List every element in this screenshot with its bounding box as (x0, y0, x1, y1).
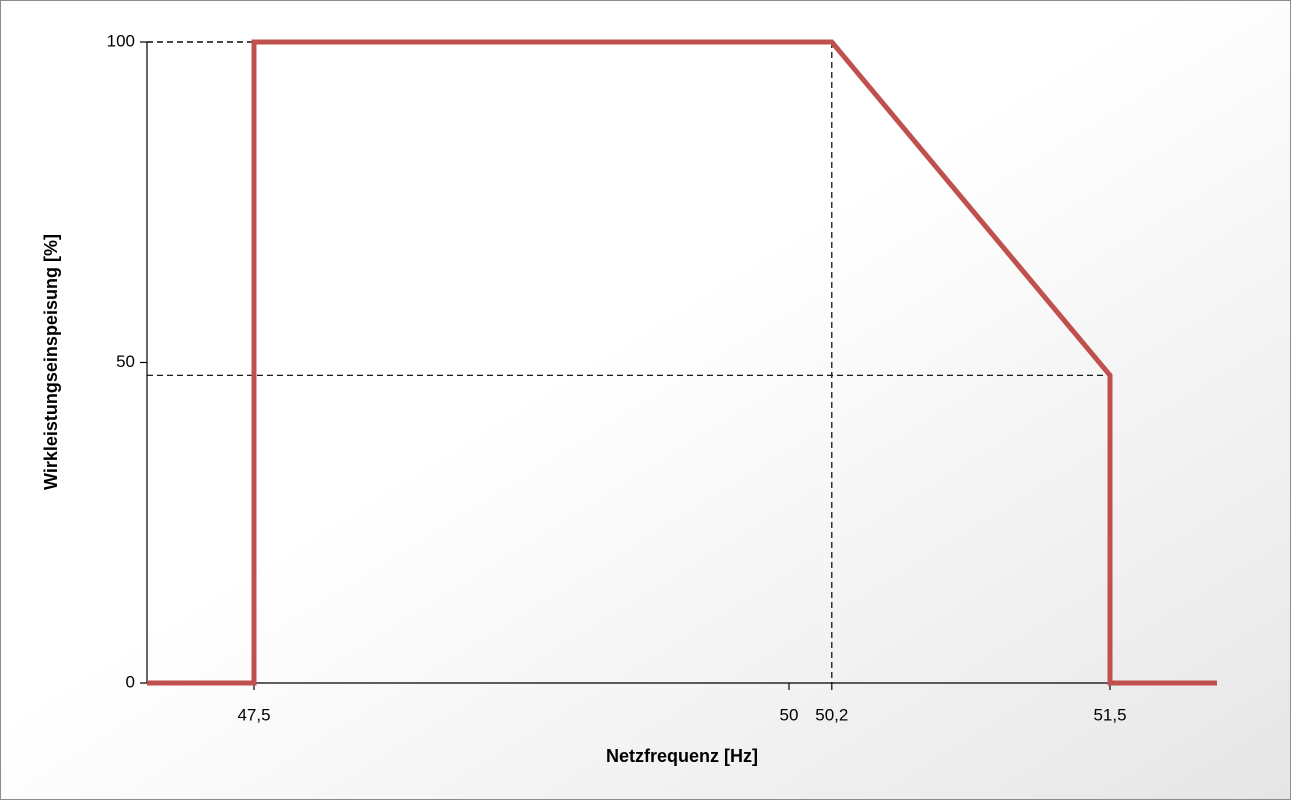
chart: Netzfrequenz [Hz] Wirkleistungseinspeisu… (0, 0, 1291, 800)
y-axis-title: Wirkleistungseinspeisung [%] (41, 234, 61, 490)
chart-frame (1, 1, 1291, 800)
y-tick-label: 100 (107, 31, 135, 50)
x-tick-label: 47,5 (237, 705, 270, 724)
x-axis-title: Netzfrequenz [Hz] (606, 746, 758, 766)
x-tick-label: 51,5 (1093, 705, 1126, 724)
x-tick-label: 50,2 (815, 705, 848, 724)
y-tick-label: 50 (116, 352, 135, 371)
y-tick-label: 0 (126, 672, 135, 691)
page: {"chart_data": { "type": "line", "x_labe… (0, 0, 1291, 800)
x-tick-label: 50 (780, 705, 799, 724)
